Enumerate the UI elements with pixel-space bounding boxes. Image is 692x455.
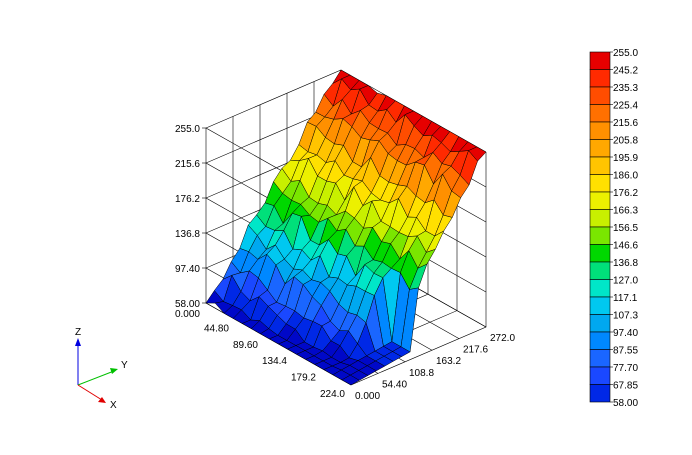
colorbar-label: 67.85 <box>613 381 638 392</box>
z-tick-label: 255.0 <box>175 124 200 135</box>
colorbar-label: 186.0 <box>613 171 638 182</box>
colorbar-swatch <box>589 191 611 210</box>
y-tick-label: 0.000 <box>355 391 380 402</box>
colorbar-label: 215.6 <box>613 118 638 129</box>
colorbar-swatch <box>589 296 611 315</box>
triad-z-arrow <box>75 338 81 346</box>
triad-z-label: Z <box>75 327 81 338</box>
x-tick-label: 0.000 <box>175 309 200 320</box>
triad-y-label: Y <box>121 360 128 371</box>
axis-triad: Z Y X <box>75 327 128 411</box>
y-tick-label: 108.8 <box>409 368 434 379</box>
colorbar-swatch <box>589 366 611 385</box>
triad-x-arrow <box>98 397 106 403</box>
colorbar-swatch <box>589 226 611 245</box>
colorbar-label: 166.3 <box>613 206 638 217</box>
colorbar-label: 255.0 <box>613 48 638 59</box>
x-tick-label: 134.4 <box>262 356 287 367</box>
z-tick-label: 58.00 <box>175 299 200 310</box>
colorbar-label: 146.6 <box>613 241 638 252</box>
colorbar-swatch <box>589 349 611 368</box>
y-tick-label: 272.0 <box>490 333 515 344</box>
y-tick-label: 163.2 <box>436 356 461 367</box>
colorbar-swatch <box>589 69 611 88</box>
z-tick-label: 176.2 <box>175 194 200 205</box>
x-tick-label: 44.80 <box>204 323 229 334</box>
colorbar-label: 205.8 <box>613 136 638 147</box>
x-tick-label: 224.0 <box>320 389 345 400</box>
colorbar-swatch <box>589 261 611 280</box>
colorbar-swatch <box>589 279 611 298</box>
color-legend: 255.0 245.2 235.3 225.4 215.6 205.8 195.9 186.0… <box>589 48 638 409</box>
colorbar-label: 176.2 <box>613 188 638 199</box>
triad-x-line <box>77 384 103 401</box>
colorbar-label: 97.40 <box>613 328 638 339</box>
z-tick-label: 215.6 <box>175 159 200 170</box>
colorbar-swatch <box>589 174 611 193</box>
colorbar-swatch <box>589 244 611 263</box>
colorbar-swatch <box>589 209 611 228</box>
colorbar-label: 235.3 <box>613 83 638 94</box>
colorbar-label: 58.00 <box>613 398 638 409</box>
z-tick-label: 136.8 <box>175 229 200 240</box>
colorbar-swatch <box>589 156 611 175</box>
triad-x-label: X <box>110 400 117 411</box>
colorbar-swatch <box>589 104 611 123</box>
colorbar-label: 117.1 <box>613 293 638 304</box>
colorbar-swatch <box>589 139 611 158</box>
colorbar-label: 77.70 <box>613 363 638 374</box>
colorbar-label: 107.3 <box>613 311 638 322</box>
colorbar-label: 87.55 <box>613 346 638 357</box>
colorbar-swatch <box>589 51 611 70</box>
colorbar-swatch <box>589 314 611 333</box>
colorbar-label: 136.8 <box>613 258 638 269</box>
z-tick-label: 97.40 <box>175 264 200 275</box>
colorbar-label: 245.2 <box>613 66 638 77</box>
x-tick-label: 89.60 <box>233 340 258 351</box>
colorbar-swatch <box>589 331 611 350</box>
y-tick-label: 217.6 <box>463 345 488 356</box>
surface-cell <box>468 146 487 162</box>
colorbar-swatch <box>589 121 611 140</box>
axis-ticks: 58.00 97.40 136.8 176.2 215.6 255.0 0.000 44.80… <box>175 124 515 402</box>
colorbar-swatch <box>589 384 611 403</box>
colorbar-label: 195.9 <box>613 153 638 164</box>
colorbar-label: 225.4 <box>613 101 638 112</box>
y-tick-label: 54.40 <box>382 379 407 390</box>
x-tick-label: 179.2 <box>291 373 316 384</box>
colorbar-label: 127.0 <box>613 276 638 287</box>
triad-y-arrow <box>110 368 118 374</box>
triad-y-line <box>77 370 115 386</box>
surface-mesh <box>205 69 487 386</box>
colorbar-swatch <box>589 86 611 105</box>
colorbar-label: 156.5 <box>613 223 638 234</box>
